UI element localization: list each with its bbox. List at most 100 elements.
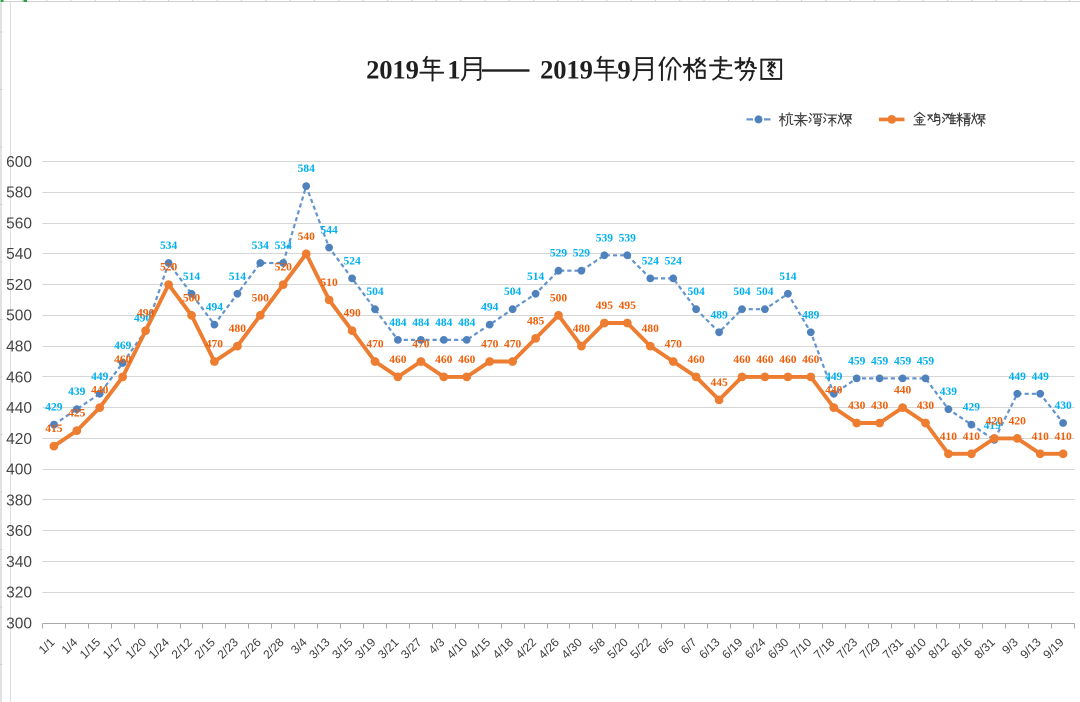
svg-text:460: 460 [435,354,453,366]
svg-text:524: 524 [665,255,683,267]
svg-text:460: 460 [458,354,476,366]
svg-text:460: 460 [6,369,32,386]
svg-text:484: 484 [412,317,430,329]
svg-text:490: 490 [134,313,152,325]
svg-text:430: 430 [871,400,889,412]
svg-text:430: 430 [848,400,866,412]
svg-text:500: 500 [183,292,201,304]
svg-text:420: 420 [986,415,1004,427]
svg-text:520: 520 [6,277,32,294]
svg-text:480: 480 [642,323,660,335]
svg-text:494: 494 [481,302,499,314]
svg-text:490: 490 [343,308,361,320]
svg-text:380: 380 [6,492,32,509]
svg-text:459: 459 [917,355,935,367]
svg-text:415: 415 [45,423,63,435]
svg-text:500: 500 [252,292,270,304]
svg-text:500: 500 [6,308,32,325]
svg-text:470: 470 [481,339,499,351]
svg-text:510: 510 [320,277,338,289]
svg-text:514: 514 [779,271,797,283]
svg-text:485: 485 [527,315,545,327]
svg-text:460: 460 [389,354,407,366]
svg-text:460: 460 [114,354,132,366]
svg-text:534: 534 [252,240,270,252]
svg-text:560: 560 [6,215,32,232]
svg-text:514: 514 [183,271,201,283]
svg-text:480: 480 [229,323,247,335]
svg-text:504: 504 [733,286,751,298]
svg-text:430: 430 [1054,400,1072,412]
svg-text:489: 489 [802,309,820,321]
svg-text:490: 490 [137,308,155,320]
svg-text:504: 504 [366,286,384,298]
svg-text:430: 430 [917,400,935,412]
svg-text:410: 410 [963,431,981,443]
svg-text:520: 520 [160,262,178,274]
svg-text:470: 470 [665,339,683,351]
svg-text:534: 534 [275,240,293,252]
svg-text:529: 529 [550,248,568,260]
svg-text:489: 489 [710,309,728,321]
svg-text:580: 580 [6,185,32,202]
svg-text:544: 544 [320,225,338,237]
svg-text:439: 439 [940,386,958,398]
svg-text:504: 504 [756,286,774,298]
svg-text:300: 300 [6,615,32,632]
svg-text:449: 449 [1032,371,1050,383]
svg-text:449: 449 [1009,371,1027,383]
svg-text:504: 504 [504,286,522,298]
svg-text:420: 420 [6,431,32,448]
svg-text:520: 520 [275,262,293,274]
svg-text:449: 449 [825,371,843,383]
svg-text:1: 1 [447,54,460,84]
svg-text:500: 500 [550,292,568,304]
svg-text:524: 524 [343,255,361,267]
svg-text:470: 470 [412,339,430,351]
svg-text:480: 480 [6,339,32,356]
svg-text:459: 459 [871,355,889,367]
svg-text:410: 410 [1054,431,1072,443]
svg-text:400: 400 [6,462,32,479]
svg-text:470: 470 [504,339,522,351]
svg-text:584: 584 [298,163,316,175]
svg-text:540: 540 [298,231,316,243]
svg-text:410: 410 [940,431,958,443]
svg-text:340: 340 [6,554,32,571]
svg-text:494: 494 [206,302,224,314]
svg-text:420: 420 [1009,415,1027,427]
svg-text:410: 410 [1032,431,1050,443]
svg-text:495: 495 [619,300,637,312]
svg-text:360: 360 [6,523,32,540]
svg-text:440: 440 [825,385,843,397]
svg-text:419: 419 [984,420,1002,432]
svg-text:460: 460 [802,354,820,366]
svg-text:514: 514 [229,271,247,283]
svg-text:470: 470 [206,339,224,351]
svg-text:9: 9 [617,54,630,84]
svg-text:2019: 2019 [366,54,419,84]
svg-text:440: 440 [91,385,109,397]
svg-text:2019: 2019 [540,54,593,84]
svg-text:440: 440 [894,385,912,397]
svg-text:480: 480 [573,323,591,335]
svg-text:484: 484 [435,317,453,329]
svg-text:429: 429 [45,402,63,414]
svg-text:504: 504 [687,286,705,298]
svg-text:445: 445 [710,377,728,389]
svg-text:320: 320 [6,585,32,602]
svg-text:449: 449 [91,371,109,383]
svg-text:459: 459 [894,355,912,367]
svg-text:539: 539 [596,232,614,244]
svg-text:514: 514 [527,271,545,283]
svg-text:524: 524 [642,255,660,267]
svg-text:529: 529 [573,248,591,260]
svg-text:534: 534 [160,240,178,252]
svg-text:470: 470 [366,339,384,351]
svg-text:460: 460 [779,354,797,366]
svg-text:539: 539 [619,232,637,244]
svg-text:460: 460 [733,354,751,366]
svg-text:469: 469 [114,340,132,352]
svg-text:425: 425 [68,408,86,420]
svg-text:460: 460 [756,354,774,366]
